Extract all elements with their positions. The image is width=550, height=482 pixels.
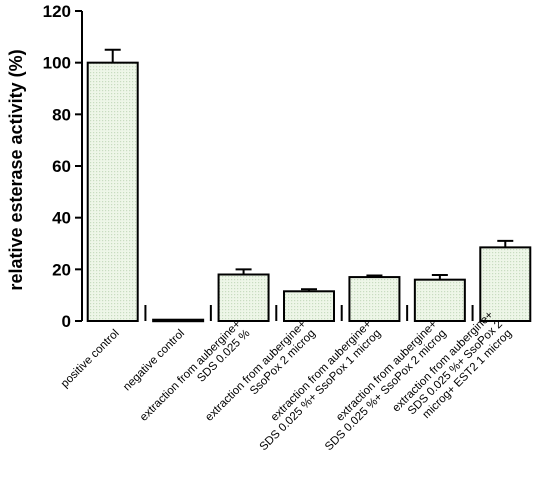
x-axis [144,305,474,321]
bars-group [86,48,532,323]
y-axis-title: relative esterase activity (%) [6,49,26,290]
category-label: extraction from aubergine+SDS 0.025 % [138,318,253,433]
y-tick-label: 0 [62,312,71,331]
category-label: positive control [59,327,122,390]
y-tick-label: 80 [52,105,71,124]
y-axis: 0 20 40 60 80 100 120 [43,2,83,331]
y-tick-label: 100 [43,54,71,73]
category-label-line: positive control [59,327,122,390]
y-tick-label: 60 [52,157,71,176]
bar [413,278,466,322]
bar [283,290,335,322]
y-tick-label: 40 [52,209,71,228]
category-label-line: extraction from aubergine+ [138,318,244,424]
y-tick-label: 20 [52,260,71,279]
bar [217,273,270,322]
bar [86,61,139,323]
bar [152,318,205,323]
bar [348,276,401,323]
category-labels: positive control negative controlextracti… [59,309,514,453]
y-tick-label: 120 [43,2,71,21]
